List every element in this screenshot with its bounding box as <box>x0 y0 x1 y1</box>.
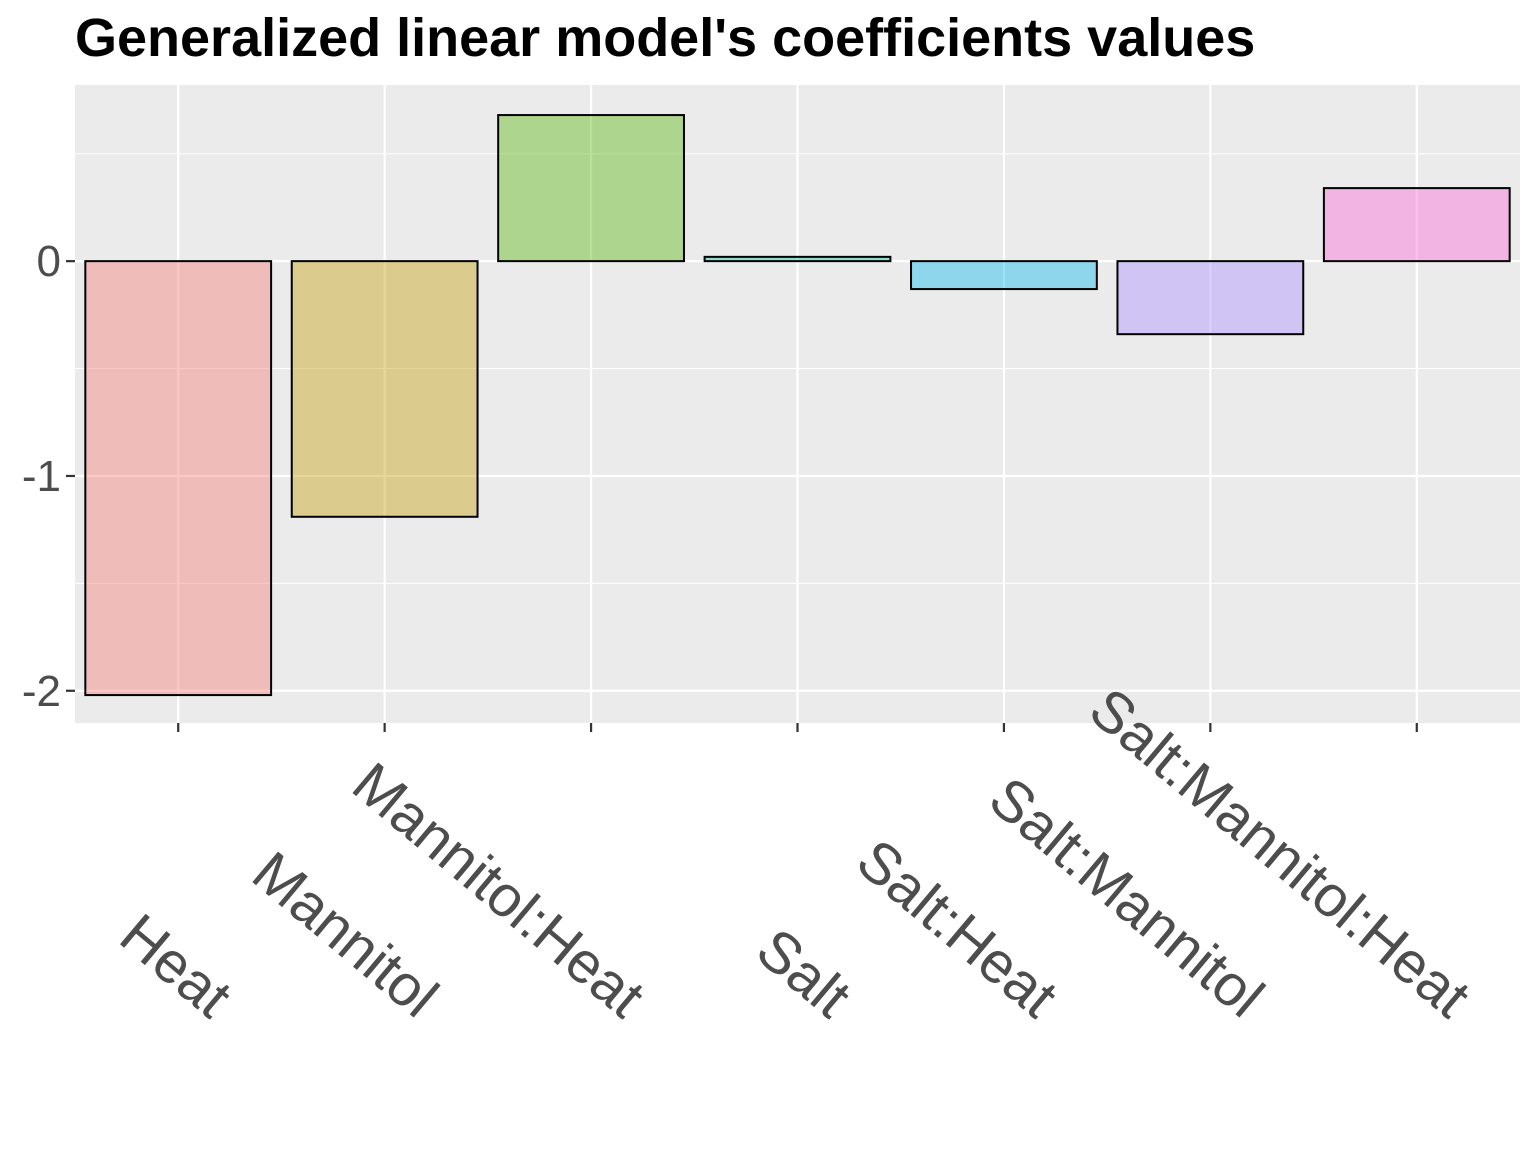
y-tick-label: -1 <box>22 452 61 501</box>
x-tick-label: Heat <box>108 901 244 1030</box>
x-tick-label: Mannitol <box>240 839 450 1030</box>
bar-salt-mannitol <box>1116 260 1305 336</box>
bar-mannitol-heat <box>497 114 685 263</box>
bars <box>84 114 1511 697</box>
x-tick-label: Salt <box>745 916 863 1030</box>
x-tick-label: Salt:Mannitol:Heat <box>1077 676 1482 1030</box>
chart-title: Generalized linear model's coefficients … <box>75 8 1256 68</box>
axis-ticks <box>66 260 1418 732</box>
bar-salt <box>703 255 892 263</box>
y-tick-labels: -2 -1 0 <box>22 237 61 716</box>
y-tick-label: -2 <box>22 667 61 716</box>
bar-mannitol <box>290 260 479 518</box>
y-tick-label: 0 <box>37 237 61 286</box>
bar-salt-mannitol-heat <box>1322 187 1511 263</box>
bar-salt-heat <box>910 260 1098 291</box>
bar-heat <box>84 260 273 697</box>
